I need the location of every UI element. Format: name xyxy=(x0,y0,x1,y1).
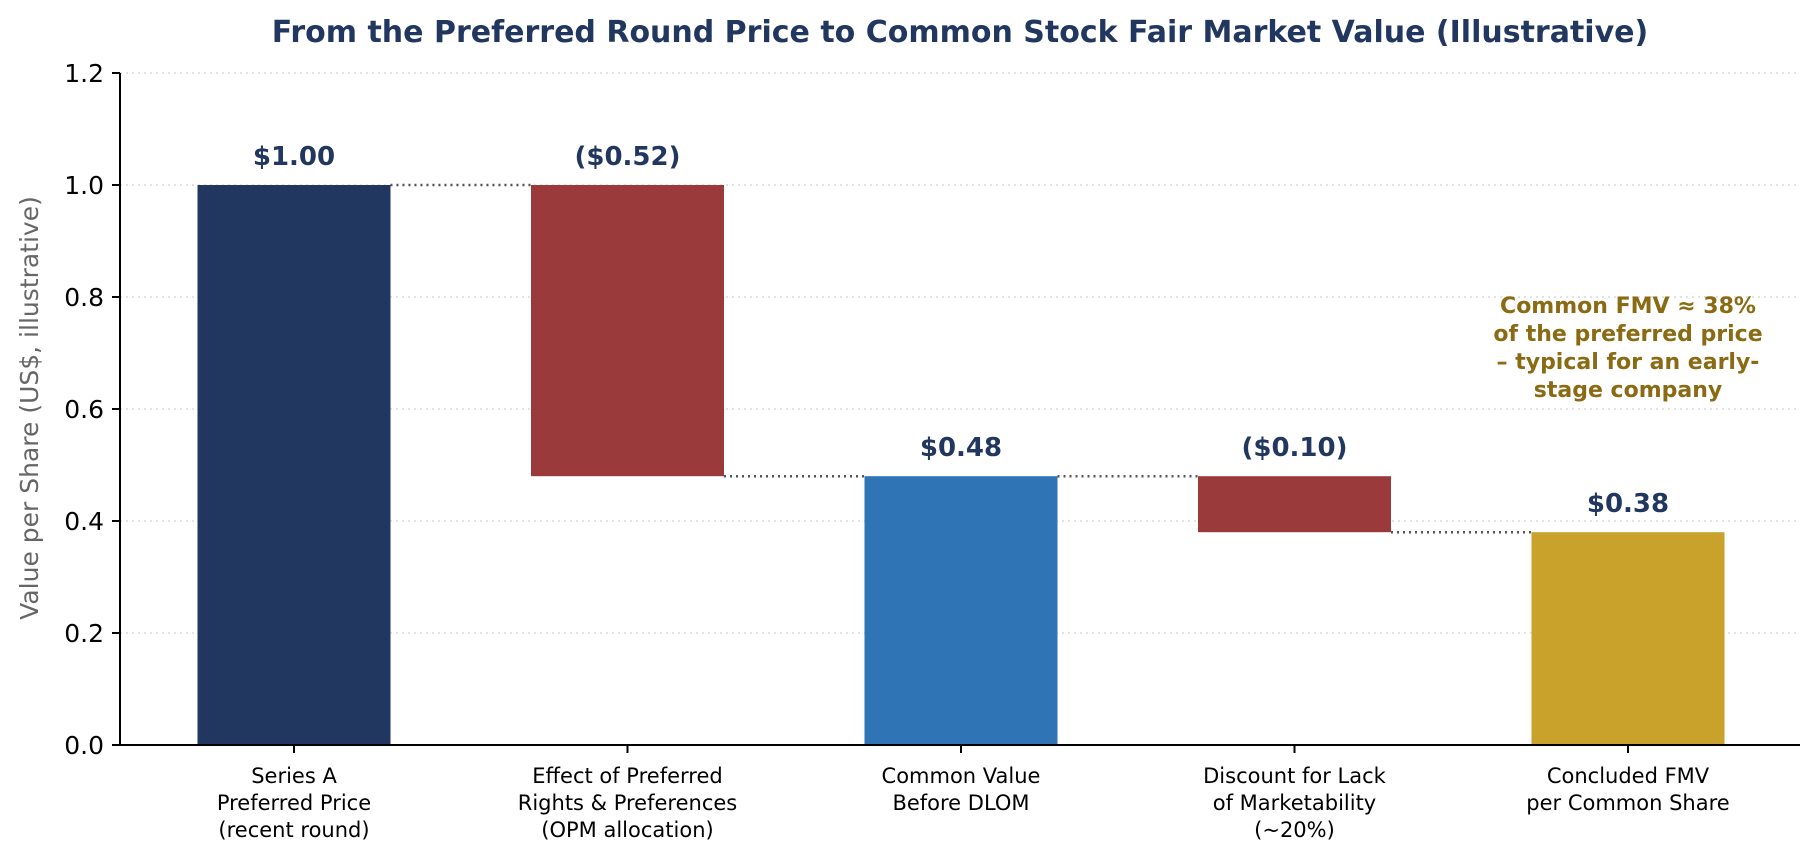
bar xyxy=(531,185,724,477)
annotation-line: stage company xyxy=(1534,378,1722,403)
bar xyxy=(864,476,1058,745)
annotation-line: – typical for an early- xyxy=(1497,350,1760,375)
data-label: $0.38 xyxy=(1587,489,1669,519)
x-tick-label-line: of Marketability xyxy=(1213,791,1376,815)
x-tick-label-line: (OPM allocation) xyxy=(541,818,713,842)
y-tick-label: 0.8 xyxy=(64,283,104,312)
data-label: $0.48 xyxy=(920,433,1002,463)
y-axis-label: Value per Share (US$, illustrative) xyxy=(15,196,44,620)
x-tick-label-line: Discount for Lack xyxy=(1203,764,1387,788)
bar xyxy=(197,185,391,745)
data-labels: $1.00 ($0.52) $0.48 ($0.10) $0.38 xyxy=(253,142,1669,519)
data-label: $1.00 xyxy=(253,142,335,172)
x-tick-label-line: Rights & Preferences xyxy=(518,791,737,815)
bars xyxy=(197,185,1725,745)
x-tick-label-line: Effect of Preferred xyxy=(532,764,722,788)
bar xyxy=(1198,476,1391,533)
annotation: Common FMV ≈ 38% of the preferred price – … xyxy=(1493,294,1762,403)
x-tick-label-line: Preferred Price xyxy=(217,791,371,815)
x-tick-label: Concluded FMV per Common Share xyxy=(1526,764,1729,815)
data-label: ($0.10) xyxy=(1241,433,1347,463)
y-tick-label: 0.4 xyxy=(64,507,104,536)
data-label: ($0.52) xyxy=(574,142,680,172)
x-tick-label-line: Concluded FMV xyxy=(1547,764,1710,788)
annotation-line: of the preferred price xyxy=(1493,322,1762,347)
x-tick-label-line: Common Value xyxy=(882,764,1041,788)
y-tick-label: 0.0 xyxy=(64,731,104,760)
x-tick-label: Discount for Lack of Marketability (~20%) xyxy=(1203,764,1387,842)
x-tick-label: Common Value Before DLOM xyxy=(882,764,1041,815)
chart-title: From the Preferred Round Price to Common… xyxy=(272,15,1648,50)
x-tick-label: Effect of Preferred Rights & Preferences (… xyxy=(518,764,737,842)
x-tick-label-line: Before DLOM xyxy=(892,791,1029,815)
annotation-text: Common FMV ≈ 38% of the preferred price – … xyxy=(1493,294,1762,403)
bar xyxy=(1531,532,1725,745)
x-tick-label-line: (recent round) xyxy=(218,818,369,842)
y-tick-label: 0.2 xyxy=(64,619,104,648)
x-tick-label: Series A Preferred Price (recent round) xyxy=(217,764,371,842)
x-tick-label-line: Series A xyxy=(251,764,337,788)
y-tick-label: 1.2 xyxy=(64,59,104,88)
axes: 0.0 0.2 0.4 0.6 0.8 1.0 1.2 Series A Preferred P… xyxy=(64,59,1800,842)
y-tick-label: 1.0 xyxy=(64,171,104,200)
x-tick-label-line: per Common Share xyxy=(1526,791,1729,815)
x-tick-label-line: (~20%) xyxy=(1254,818,1335,842)
annotation-line: Common FMV ≈ 38% xyxy=(1500,294,1756,319)
y-tick-label: 0.6 xyxy=(64,395,104,424)
